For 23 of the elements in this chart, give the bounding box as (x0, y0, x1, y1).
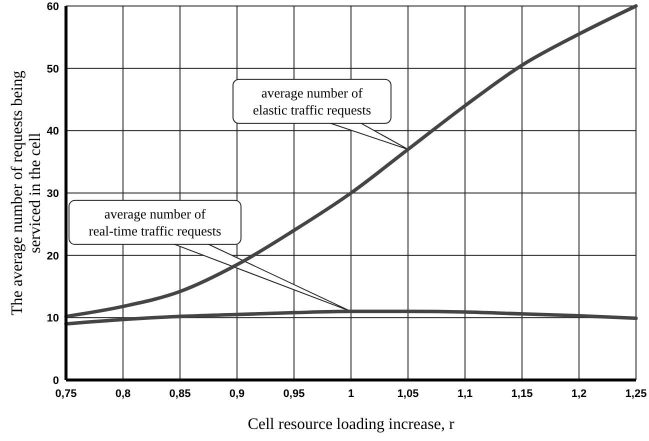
line-series (64, 310, 638, 326)
y-axis-title: The average number of requests being serviced in the cell (9, 70, 44, 316)
x-tick-label: 1,25 (625, 388, 647, 400)
x-tick-label: 0,9 (229, 388, 245, 400)
y-tick-label: 0 (52, 375, 59, 387)
x-tick-label: 1,15 (511, 388, 533, 400)
annotation: average number of elastic traffic requests (252, 85, 372, 118)
annotation: average number of real-time traffic requests (88, 206, 222, 238)
x-tick-label: 0,8 (115, 388, 131, 400)
x-tick-label: 1 (348, 388, 354, 400)
x-tick-label: 1,2 (571, 388, 587, 400)
y-tick-label: 30 (46, 188, 59, 200)
x-tick-label: 0,95 (283, 388, 305, 400)
y-tick-label: 50 (46, 63, 59, 76)
y-tick-label: 40 (46, 126, 59, 138)
x-tick-label: 1,05 (397, 388, 419, 400)
x-axis-title: Cell resource loading increase, r (248, 416, 455, 433)
x-tick-label: 0,85 (169, 388, 191, 400)
x-tick-label: 0,75 (55, 388, 77, 400)
y-tick-label: 60 (46, 1, 59, 13)
y-tick-label: 10 (46, 312, 59, 325)
y-tick-label: 20 (46, 250, 59, 262)
x-tick-label: 1,1 (457, 388, 473, 400)
